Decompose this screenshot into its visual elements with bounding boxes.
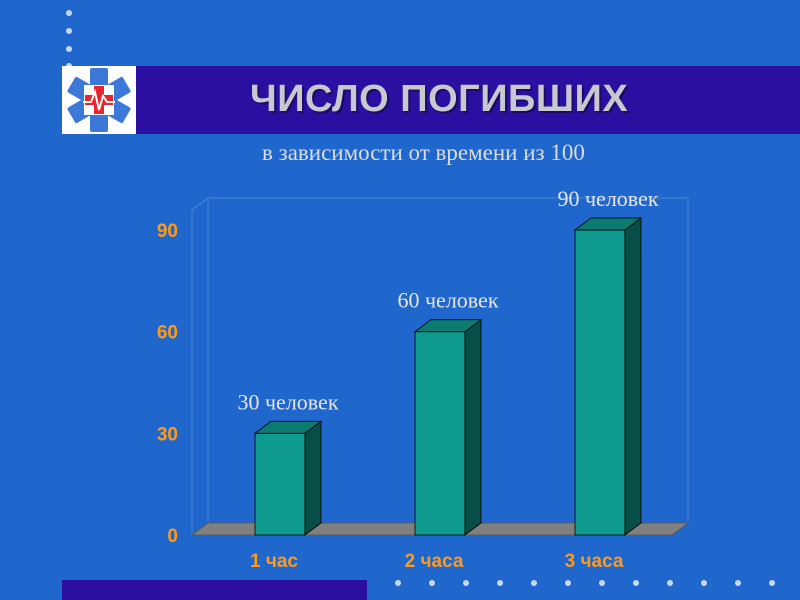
data-label-2: 60 человек <box>397 288 498 313</box>
x-tick-label-1: 1 час <box>250 551 298 572</box>
y-tick-label-0: 0 <box>167 526 178 547</box>
slide-title: ЧИСЛО ПОГИБШИХ <box>250 78 629 120</box>
bar-top <box>413 319 483 333</box>
x-tick-label-2: 2 часа <box>405 551 464 572</box>
decorative-dots-bottom <box>395 580 795 590</box>
bar-top <box>253 420 323 434</box>
bar-1 <box>253 420 323 536</box>
y-tick-label-60: 60 <box>157 323 178 344</box>
bar-top <box>573 217 643 231</box>
chart-left-wall <box>191 197 209 535</box>
bar-2 <box>413 318 483 536</box>
y-tick-label-90: 90 <box>157 221 178 242</box>
data-label-3: 90 человек <box>557 186 658 211</box>
bar-side <box>624 217 642 536</box>
y-tick-label-30: 30 <box>157 424 178 445</box>
chart-back-wall <box>208 197 689 523</box>
bar-side <box>304 420 322 536</box>
star-of-life-medical-icon <box>62 66 136 134</box>
bar-front <box>574 229 626 536</box>
bar-front <box>254 432 306 536</box>
bottom-band <box>62 580 367 600</box>
data-label-1: 30 человек <box>237 389 338 414</box>
title-band <box>62 66 800 134</box>
bar-3 <box>573 217 643 536</box>
slide-subtitle: в зависимости от времени из 100 <box>262 140 585 165</box>
bar-front <box>414 331 466 536</box>
bar-side <box>464 318 482 536</box>
x-tick-label-3: 3 часа <box>565 551 624 572</box>
